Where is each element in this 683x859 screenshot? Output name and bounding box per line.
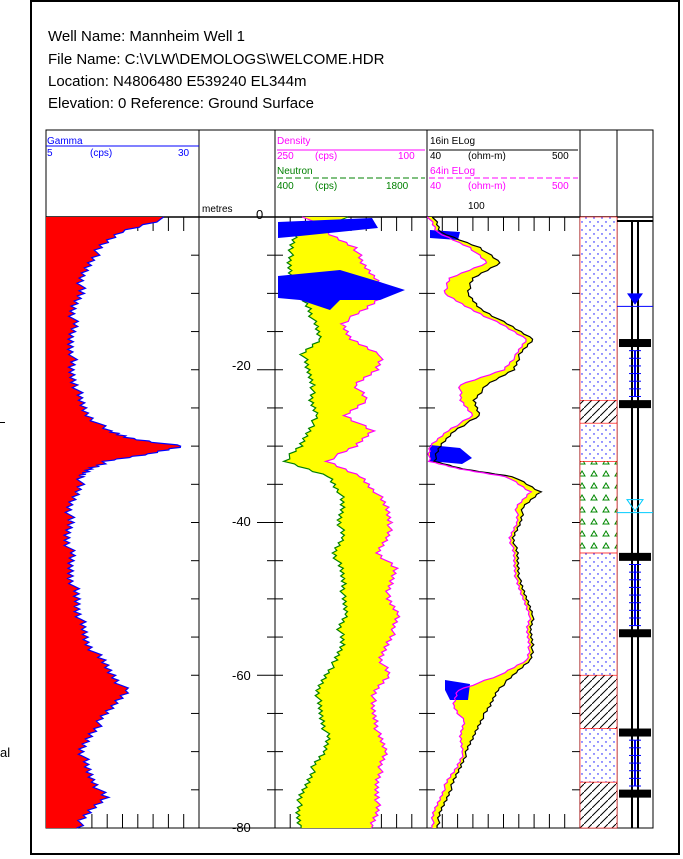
elog16-extra: 100 [468,201,485,212]
lith-layer-6 [579,728,618,783]
depth-label-60: -60 [232,668,251,683]
lith-layer-3 [579,461,618,554]
stray-text: al [0,745,11,760]
elog16-max: 500 [552,151,569,162]
elevation: Elevation: 0 Reference: Ground Surface [48,95,314,112]
dn-blue-top [278,218,378,238]
elog-blue-2 [445,680,470,700]
track-well [616,129,654,829]
casing-joint-4 [619,728,651,737]
lith-layer-5 [579,674,618,730]
casing-joint-1 [619,400,651,409]
lith-layer-2 [579,422,618,462]
density-name: Density [277,136,311,147]
elog64-name: 64in ELog [430,166,476,177]
elog16-min: 40 [430,151,442,162]
location: Location: N4806480 E539240 EL344m [48,73,307,90]
lith-layer-1 [579,399,618,424]
casing-joint-2 [619,552,651,561]
depth-unit-label: metres [202,204,233,215]
gamma-fill [46,217,181,828]
depth-label-20: -20 [232,358,251,373]
elog64-curve [426,216,533,829]
elog64-max: 500 [552,181,569,192]
casing-joint-0 [619,339,651,348]
gamma-max: 30 [178,148,190,159]
gamma-unit: (cps) [90,148,113,159]
elog16-unit: (ohm-m) [468,151,506,162]
neutron-unit: (cps) [315,181,338,192]
well-name: Well Name: Mannheim Well 1 [48,28,246,45]
elog16-curve [431,216,543,829]
water-level-cyan-icon [626,499,644,512]
depth-label-40: -40 [232,514,251,529]
lith-layer-0 [579,216,618,401]
track-depth [198,129,276,829]
lith-layer-7 [579,781,618,829]
elog16-name: 16in ELog [430,136,476,147]
density-max: 100 [398,151,415,162]
density-unit: (cps) [315,151,338,162]
casing-joint-3 [619,629,651,638]
neutron-curve [281,216,349,828]
gamma-curve [62,216,182,829]
casing-joint-5 [619,789,651,798]
file-name: File Name: C:\VLW\DEMOLOGS\WELCOME.HDR [48,51,385,68]
density-curve [301,216,401,829]
neutron-max: 1800 [386,181,409,192]
neutron-name: Neutron [277,166,313,177]
elog-blue-1 [430,445,472,464]
elog64-unit: (ohm-m) [468,181,506,192]
stray-tick [0,422,5,423]
dn-blue-mid [278,270,405,310]
depth-label-0: 0 [256,207,264,222]
neutron-min: 400 [277,181,294,192]
gamma-name: Gamma [47,136,83,147]
gamma-min: 5 [47,148,53,159]
elog-fill [427,217,542,828]
elog64-min: 40 [430,181,442,192]
lith-layer-4 [579,552,618,676]
density-min: 250 [277,151,294,162]
water-level-blue-icon [627,293,643,305]
